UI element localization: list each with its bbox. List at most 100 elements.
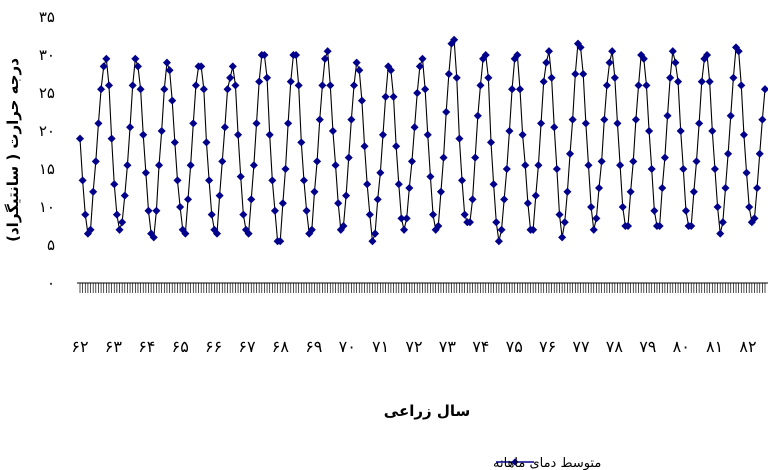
- data-point-marker: [465, 218, 474, 227]
- data-point-marker: [610, 73, 619, 82]
- data-point-marker: [205, 176, 214, 185]
- data-point-marker: [729, 73, 738, 82]
- data-point-marker: [755, 149, 764, 158]
- data-point-marker: [531, 191, 540, 200]
- x-tick-label: ۷۷: [572, 337, 590, 356]
- data-point-marker: [183, 195, 193, 204]
- data-point-marker: [584, 161, 593, 170]
- data-point-marker: [405, 183, 414, 193]
- data-point-marker: [537, 119, 546, 128]
- data-point-marker: [492, 218, 501, 227]
- data-point-marker: [310, 187, 319, 196]
- data-point-marker: [523, 199, 532, 208]
- data-point-marker: [115, 225, 124, 234]
- data-point-marker: [355, 66, 364, 75]
- x-axis-title: سال زراعی: [384, 402, 470, 420]
- data-point-marker: [589, 225, 598, 234]
- data-point-marker: [560, 218, 569, 227]
- y-tick-label: ۳۰: [39, 46, 55, 64]
- data-point-marker: [697, 77, 706, 86]
- data-point-marker: [471, 153, 480, 162]
- data-point-marker: [226, 73, 235, 82]
- data-point-marker: [91, 157, 100, 166]
- x-tick-label: ۷۶: [539, 337, 556, 356]
- data-point-marker: [360, 142, 369, 151]
- data-point-marker: [542, 58, 551, 67]
- data-point-marker: [671, 58, 680, 67]
- data-point-marker: [123, 161, 132, 170]
- data-point-marker: [278, 199, 287, 208]
- data-point-marker: [155, 161, 164, 170]
- data-point-marker: [357, 96, 366, 105]
- x-tick-label: ۶۲: [71, 337, 88, 356]
- x-tick-label: ۸۱: [706, 337, 723, 356]
- data-point-marker: [173, 176, 182, 185]
- data-point-marker: [753, 183, 762, 193]
- data-point-marker: [157, 126, 166, 136]
- data-point-marker: [394, 180, 403, 189]
- data-point-marker: [260, 50, 269, 60]
- x-tick-label: ۷۴: [472, 337, 489, 356]
- data-point-marker: [473, 111, 482, 120]
- data-point-marker: [695, 119, 704, 128]
- data-point-marker: [442, 107, 451, 117]
- data-point-marker: [460, 210, 469, 219]
- x-axis-minor-ticks: [79, 283, 766, 293]
- data-point-marker: [181, 229, 190, 238]
- data-point-marker: [397, 214, 406, 223]
- data-point-marker: [313, 157, 322, 166]
- y-tick-label: ۲۰: [39, 122, 55, 140]
- data-point-marker: [176, 202, 185, 212]
- data-point-marker: [202, 138, 211, 147]
- data-point-marker: [94, 119, 103, 128]
- data-point-marker: [713, 202, 722, 212]
- y-axis-title: درجه حرارت ( سانتيگراد): [4, 58, 22, 242]
- data-point-marker: [576, 43, 585, 52]
- data-point-marker: [508, 85, 517, 94]
- data-point-marker: [734, 47, 743, 56]
- data-point-marker: [679, 164, 688, 174]
- data-point-marker: [647, 164, 656, 174]
- data-point-marker: [381, 92, 390, 101]
- data-point-marker: [365, 210, 374, 219]
- data-point-marker: [608, 47, 617, 56]
- data-point-marker: [434, 221, 443, 231]
- data-point-marker: [371, 229, 380, 238]
- data-point-marker: [326, 81, 335, 90]
- data-point-marker: [402, 214, 411, 223]
- data-point-marker: [368, 237, 377, 246]
- data-point-marker: [139, 130, 148, 139]
- data-point-marker: [494, 237, 503, 246]
- data-point-marker: [189, 119, 198, 128]
- data-point-marker: [323, 47, 332, 56]
- x-tick-label: ۷۱: [372, 337, 389, 356]
- data-point-marker: [605, 58, 614, 67]
- data-point-marker: [349, 81, 359, 90]
- y-tick-label: ۵: [47, 236, 55, 254]
- data-point-marker: [629, 157, 638, 166]
- data-point-marker: [170, 138, 179, 147]
- legend-marker-diamond-icon: [511, 458, 519, 466]
- data-point-marker: [703, 50, 712, 60]
- data-point-marker: [597, 157, 606, 166]
- data-point-marker: [594, 183, 604, 193]
- data-point-marker: [760, 85, 768, 94]
- data-point-marker: [363, 180, 372, 189]
- data-point-marker: [212, 229, 222, 238]
- data-point-marker: [389, 92, 398, 101]
- data-point-marker: [650, 206, 659, 215]
- data-point-marker: [378, 130, 388, 139]
- data-point-marker: [263, 73, 272, 82]
- data-point-marker: [249, 161, 258, 170]
- data-point-marker: [128, 81, 137, 90]
- data-point-marker: [373, 195, 382, 204]
- data-point-marker: [199, 85, 208, 94]
- data-point-marker: [284, 119, 293, 128]
- data-point-marker: [592, 214, 601, 223]
- data-point-marker: [418, 54, 427, 63]
- x-tick-label: ۸۲: [739, 337, 756, 356]
- x-tick-label: ۷۳: [439, 337, 457, 356]
- data-point-marker: [426, 172, 435, 181]
- data-point-marker: [634, 81, 643, 90]
- data-point-marker: [299, 176, 308, 185]
